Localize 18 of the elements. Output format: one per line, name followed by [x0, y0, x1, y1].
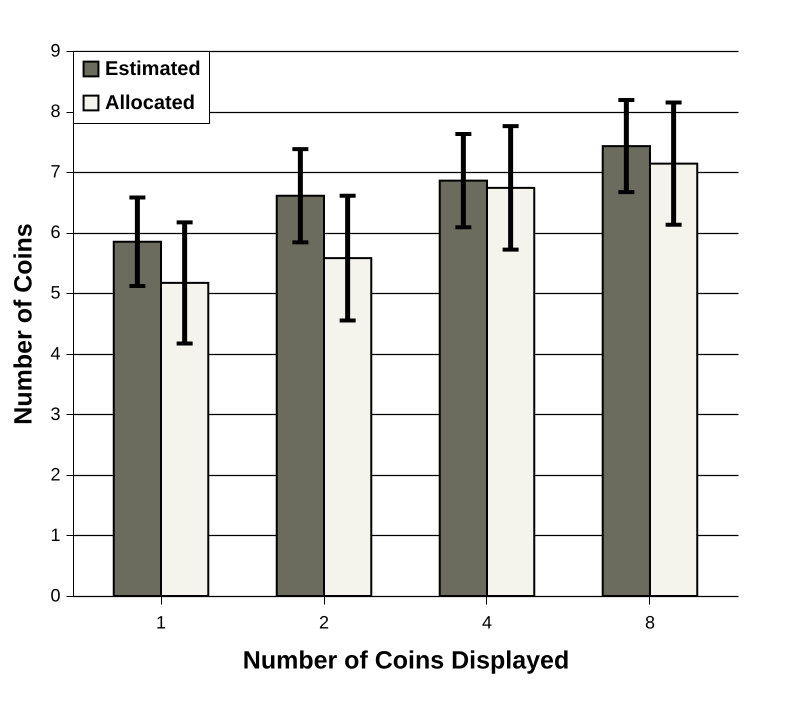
y-tick-label: 8	[50, 101, 60, 122]
x-tick-label: 8	[644, 612, 655, 632]
y-tick-label: 7	[50, 162, 60, 182]
y-tick-label: 3	[50, 404, 60, 424]
x-tick-label: 1	[156, 612, 166, 632]
legend-label: Estimated	[105, 58, 201, 80]
y-tick-label: 6	[50, 222, 60, 242]
y-tick-label: 2	[50, 464, 60, 484]
y-tick-label: 1	[50, 524, 60, 545]
y-tick-label: 0	[50, 586, 60, 606]
legend-label: Allocated	[105, 92, 196, 114]
y-tick-label: 4	[50, 343, 60, 364]
y-axis-title: Number of Coins	[9, 223, 38, 425]
y-tick-label: 9	[50, 40, 60, 60]
x-axis-title: Number of Coins Displayed	[242, 646, 570, 674]
y-tick-label: 5	[50, 282, 60, 303]
x-tick-label: 4	[482, 612, 492, 632]
x-tick-label: 2	[318, 612, 330, 632]
